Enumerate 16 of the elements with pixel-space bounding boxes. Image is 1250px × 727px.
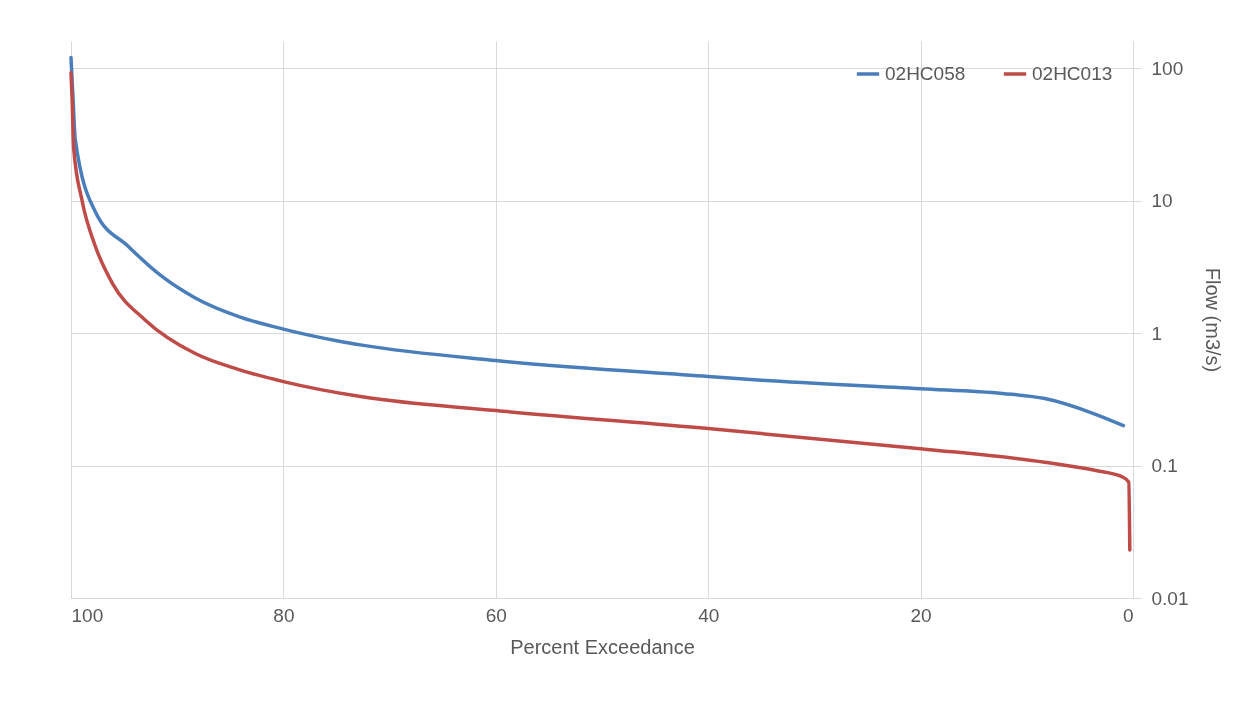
y-axis-title: Flow (m3/s) xyxy=(1202,267,1225,373)
x-tick-label: 40 xyxy=(698,604,720,626)
x-tick-label: 20 xyxy=(910,604,932,626)
y-tick-label: 1 xyxy=(1151,322,1163,344)
x-tick-label: 100 xyxy=(71,604,104,626)
y-tick-label: 100 xyxy=(1151,57,1184,79)
y-tick-label: 0.1 xyxy=(1151,455,1178,477)
x-tick-label: 80 xyxy=(273,604,295,626)
y-tick-label: 10 xyxy=(1151,190,1173,212)
x-tick-label: 0 xyxy=(1122,604,1134,626)
x-tick-label: 60 xyxy=(485,604,507,626)
y-tick-label: 0.01 xyxy=(1151,587,1189,609)
legend-label: 02HC058 xyxy=(885,63,966,84)
x-axis-title: Percent Exceedance xyxy=(510,635,695,658)
legend-label: 02HC013 xyxy=(1032,63,1113,84)
line-series xyxy=(69,55,1126,428)
